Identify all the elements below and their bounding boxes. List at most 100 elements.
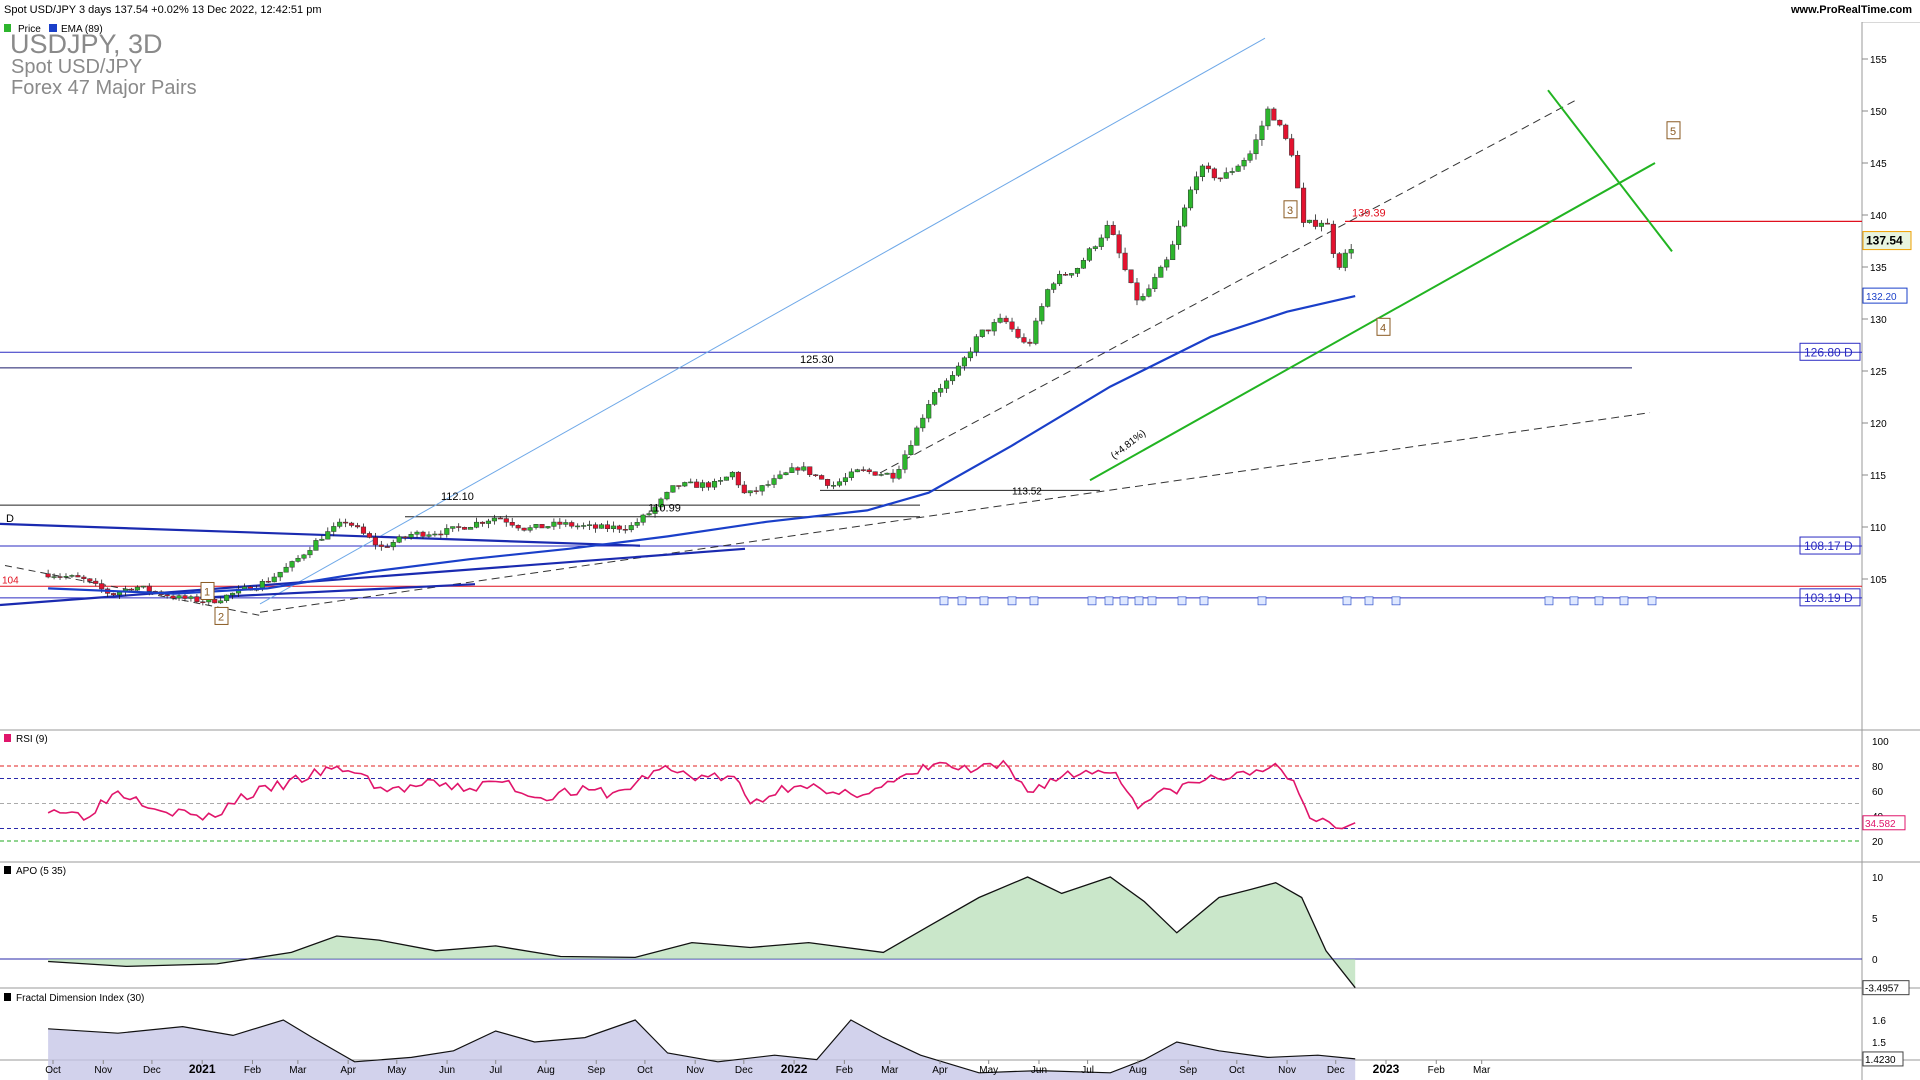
candle bbox=[1003, 315, 1009, 324]
candle bbox=[533, 523, 539, 530]
candle bbox=[1324, 218, 1330, 225]
candle-body bbox=[1330, 223, 1336, 254]
apo-legend-swatch bbox=[4, 866, 11, 874]
candle bbox=[979, 329, 985, 338]
candle bbox=[1027, 338, 1033, 347]
candle bbox=[747, 490, 753, 497]
candle bbox=[218, 596, 224, 604]
time-tick-label: 2023 bbox=[1373, 1062, 1400, 1076]
candle bbox=[408, 531, 414, 540]
candle-body bbox=[1152, 277, 1158, 290]
candle-body bbox=[753, 490, 759, 492]
candle-body bbox=[527, 527, 533, 531]
candle bbox=[479, 521, 486, 527]
instrument-name: Spot USD/JPY bbox=[11, 56, 142, 78]
candle bbox=[444, 524, 450, 538]
candle-body bbox=[295, 557, 301, 562]
candle-body bbox=[170, 595, 176, 599]
candle bbox=[188, 594, 194, 602]
price-tick-label: 140 bbox=[1870, 211, 1887, 222]
candle bbox=[1110, 221, 1116, 236]
candle bbox=[908, 440, 914, 456]
candle-body bbox=[825, 479, 831, 486]
candle-body bbox=[670, 485, 676, 493]
candle-body bbox=[872, 471, 878, 476]
last-price-box bbox=[1862, 231, 1912, 251]
candle-body bbox=[1104, 224, 1110, 239]
candle bbox=[836, 478, 843, 488]
candle bbox=[985, 329, 991, 335]
time-tick-label: Sep bbox=[587, 1065, 605, 1076]
candle bbox=[1170, 240, 1176, 261]
candle bbox=[277, 571, 283, 582]
candle-body bbox=[1259, 125, 1265, 140]
candle-body bbox=[717, 480, 724, 482]
candle-body bbox=[604, 524, 610, 530]
fdi-last-tag: 1.4230 bbox=[1862, 1051, 1904, 1067]
candle-body bbox=[961, 357, 967, 367]
candle-body bbox=[479, 521, 486, 524]
candle bbox=[1271, 107, 1277, 121]
candle-body bbox=[646, 513, 652, 516]
candle-body bbox=[343, 521, 349, 524]
candle bbox=[830, 481, 837, 490]
candle-body bbox=[932, 392, 938, 405]
candle-body bbox=[830, 485, 837, 487]
candle bbox=[1128, 269, 1134, 284]
candle-body bbox=[688, 481, 694, 484]
candle bbox=[1063, 272, 1069, 276]
candle-body bbox=[789, 467, 795, 473]
candle-body bbox=[1176, 225, 1182, 245]
price-legend-swatch bbox=[4, 24, 11, 32]
candle-body bbox=[408, 534, 414, 538]
candle-body bbox=[289, 561, 295, 568]
candle bbox=[1164, 256, 1170, 271]
candle bbox=[777, 470, 783, 480]
candle bbox=[664, 491, 670, 501]
candle bbox=[289, 560, 295, 572]
candle-body bbox=[372, 537, 378, 546]
candle-body bbox=[521, 527, 527, 531]
rsi-tick-label: 80 bbox=[1872, 762, 1884, 773]
candle bbox=[717, 477, 724, 485]
candle bbox=[967, 347, 973, 362]
candle bbox=[509, 517, 515, 528]
candle bbox=[640, 513, 646, 526]
time-tick-label: Nov bbox=[94, 1065, 112, 1076]
annotation-104: 104 bbox=[2, 575, 19, 586]
blue-trend-line-short bbox=[199, 583, 476, 599]
candle-body bbox=[640, 514, 646, 523]
brand-text[interactable]: www.ProRealTime.com bbox=[1790, 4, 1912, 16]
candle-body bbox=[1247, 153, 1253, 161]
candle-body bbox=[51, 576, 57, 578]
candle bbox=[325, 527, 331, 540]
elliott-wave-label: 3 bbox=[1283, 200, 1298, 219]
candle bbox=[1295, 150, 1301, 189]
candle-body bbox=[1199, 165, 1205, 177]
candle-body bbox=[444, 528, 450, 535]
candle bbox=[706, 480, 712, 491]
candle bbox=[224, 594, 230, 603]
candle-body bbox=[836, 481, 843, 486]
candle-body bbox=[1074, 267, 1081, 274]
candle-body bbox=[509, 521, 515, 526]
wave-label-text: 3 bbox=[1287, 205, 1293, 217]
candle-body bbox=[1003, 317, 1009, 323]
price-tick-label: 135 bbox=[1870, 263, 1887, 274]
time-tick-label: 2021 bbox=[189, 1062, 216, 1076]
candle-body bbox=[1271, 108, 1277, 121]
time-tick-label: Jun bbox=[1031, 1065, 1047, 1076]
candle bbox=[134, 585, 140, 591]
candle-body bbox=[1098, 237, 1104, 247]
chart-drawings bbox=[0, 37, 1862, 616]
candle-body bbox=[230, 592, 236, 596]
candle bbox=[741, 481, 747, 495]
candle bbox=[1182, 204, 1188, 228]
ema-last-box bbox=[1862, 287, 1908, 304]
ema-line bbox=[48, 295, 1356, 595]
candle-body bbox=[277, 571, 283, 578]
candle bbox=[795, 466, 801, 475]
candle bbox=[688, 478, 694, 484]
event-marker bbox=[1569, 596, 1579, 606]
candle bbox=[497, 516, 503, 520]
